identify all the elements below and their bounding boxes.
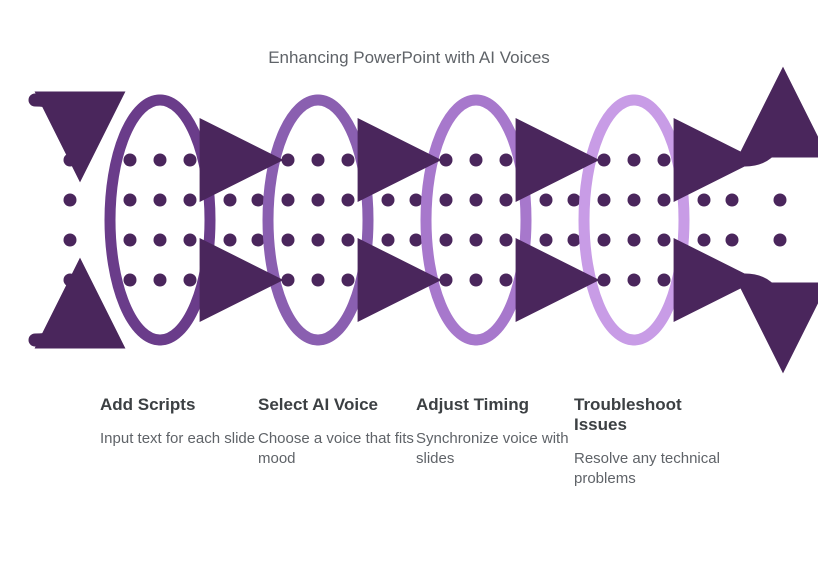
step-head: Troubleshoot Issues [574,395,734,435]
flow-diagram-svg [0,0,818,578]
step-label-1: Add Scripts Input text for each slide [100,395,260,449]
step-sub: Choose a voice that fits mood [258,429,418,470]
step-sub: Resolve any technical problems [574,449,734,490]
step-label-4: Troubleshoot Issues Resolve any technical… [574,395,734,490]
diagram-canvas: Enhancing PowerPoint with AI Voices Add … [0,0,818,578]
step-sub: Input text for each slide [100,429,260,449]
step-head: Adjust Timing [416,395,576,415]
step-sub: Synchronize voice with slides [416,429,576,470]
step-label-2: Select AI Voice Choose a voice that fits … [258,395,418,470]
step-head: Select AI Voice [258,395,418,415]
diagram-title: Enhancing PowerPoint with AI Voices [0,48,818,68]
step-label-3: Adjust Timing Synchronize voice with slid… [416,395,576,470]
step-head: Add Scripts [100,395,260,415]
